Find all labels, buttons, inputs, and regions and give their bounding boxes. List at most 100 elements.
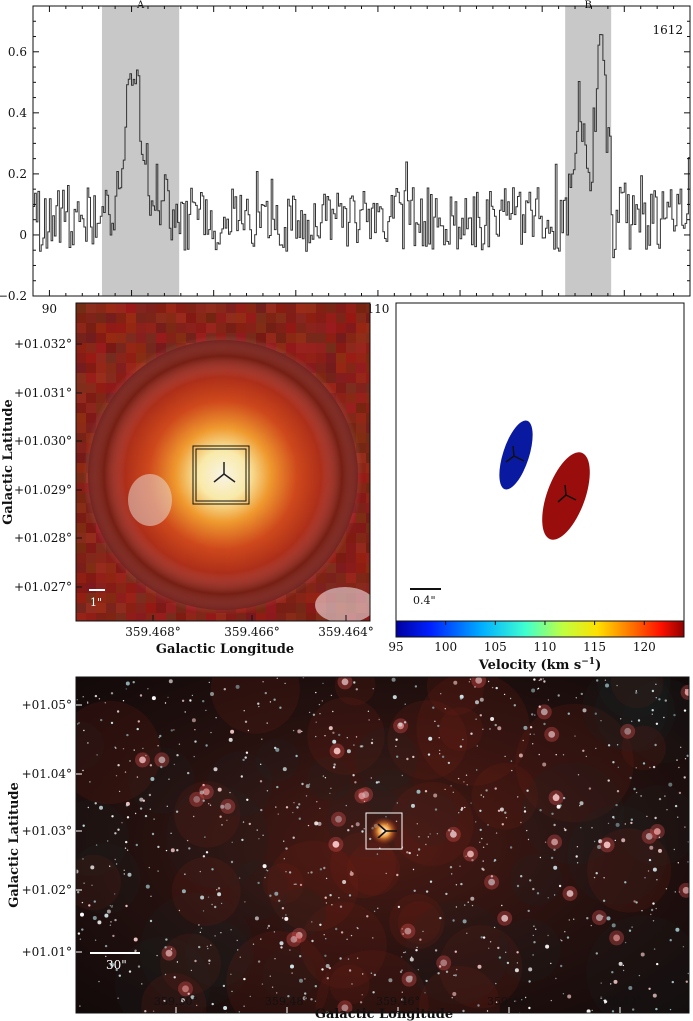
star xyxy=(89,781,91,783)
star xyxy=(460,882,463,886)
star xyxy=(139,797,144,802)
pixel xyxy=(106,303,116,313)
star xyxy=(540,708,548,716)
star xyxy=(216,889,218,891)
star xyxy=(316,801,318,803)
pixel xyxy=(266,323,276,333)
star xyxy=(258,705,260,708)
star xyxy=(152,1010,155,1012)
star xyxy=(410,956,413,958)
pixel xyxy=(356,373,366,383)
star xyxy=(147,688,149,690)
pixel xyxy=(296,313,306,323)
star xyxy=(282,917,284,919)
star xyxy=(399,970,403,974)
star xyxy=(590,924,592,927)
star xyxy=(497,809,501,812)
star xyxy=(125,904,128,908)
star xyxy=(567,712,570,715)
star xyxy=(121,822,123,824)
star xyxy=(165,849,168,852)
star xyxy=(553,865,558,870)
star xyxy=(615,822,620,827)
wide-x-axis-label: Galactic Longitude xyxy=(315,1007,453,1021)
star xyxy=(341,1004,349,1012)
star xyxy=(324,896,327,899)
star xyxy=(504,811,507,814)
star xyxy=(319,713,321,715)
star xyxy=(81,928,84,931)
star xyxy=(308,711,311,714)
star xyxy=(658,836,661,838)
star xyxy=(396,755,399,758)
star xyxy=(220,902,223,905)
star xyxy=(409,957,414,962)
pixel xyxy=(186,333,196,343)
haze xyxy=(307,697,385,775)
star xyxy=(600,996,603,999)
pixel xyxy=(256,303,266,313)
star xyxy=(194,740,197,743)
pixel xyxy=(366,553,370,563)
star xyxy=(495,1001,498,1003)
star xyxy=(685,689,687,691)
star xyxy=(312,713,316,716)
star xyxy=(299,883,303,887)
star xyxy=(413,889,416,892)
star xyxy=(655,697,657,699)
pixel xyxy=(356,333,366,343)
pixel xyxy=(116,343,126,353)
star xyxy=(562,796,566,800)
pixel xyxy=(86,563,96,573)
star xyxy=(441,755,445,758)
star xyxy=(610,983,612,985)
star xyxy=(139,807,143,810)
pixel xyxy=(86,393,96,403)
star xyxy=(564,828,567,832)
star-halo xyxy=(599,837,615,853)
star xyxy=(110,962,115,967)
pixel xyxy=(76,583,86,593)
pixel xyxy=(186,303,196,313)
star-halo xyxy=(328,836,344,852)
star xyxy=(220,804,225,809)
star xyxy=(310,998,313,1001)
pixel xyxy=(116,323,126,333)
star xyxy=(129,760,131,762)
star xyxy=(650,908,654,912)
star xyxy=(91,884,93,886)
star xyxy=(362,791,369,798)
star xyxy=(319,923,322,926)
star xyxy=(586,917,589,920)
star xyxy=(543,722,546,726)
x-tick-label: 359.48° xyxy=(265,995,309,1008)
star xyxy=(563,827,566,830)
star xyxy=(366,915,369,918)
star xyxy=(87,742,89,744)
y-tick-label: +01.02° xyxy=(22,883,72,897)
star xyxy=(536,892,540,895)
pixel xyxy=(156,303,166,313)
star xyxy=(184,711,186,713)
star xyxy=(651,709,654,712)
star xyxy=(550,962,552,965)
star xyxy=(612,761,615,764)
star xyxy=(564,931,566,933)
star xyxy=(157,845,160,849)
star xyxy=(573,918,575,920)
pixel xyxy=(96,573,106,583)
star xyxy=(318,703,321,706)
star xyxy=(528,1006,531,1010)
colorbar-tick-label: 95 xyxy=(388,640,403,654)
star-halo xyxy=(641,828,657,844)
star xyxy=(82,824,85,827)
pixel xyxy=(346,393,356,403)
pixel xyxy=(326,333,336,343)
x-tick-label: 359.464° xyxy=(318,625,374,639)
star-halo xyxy=(497,910,513,926)
star xyxy=(416,789,421,794)
star xyxy=(122,700,125,702)
star xyxy=(315,735,317,738)
star xyxy=(417,848,421,851)
star xyxy=(412,868,415,871)
